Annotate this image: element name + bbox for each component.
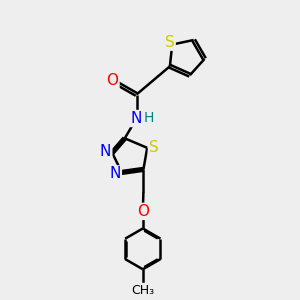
Text: O: O [137,204,149,219]
Text: N: N [100,144,111,159]
Text: S: S [165,35,175,50]
Text: S: S [149,140,159,155]
Text: O: O [106,73,119,88]
Text: CH₃: CH₃ [131,284,154,297]
Text: H: H [144,112,154,125]
Text: N: N [130,111,142,126]
Text: N: N [110,167,121,182]
